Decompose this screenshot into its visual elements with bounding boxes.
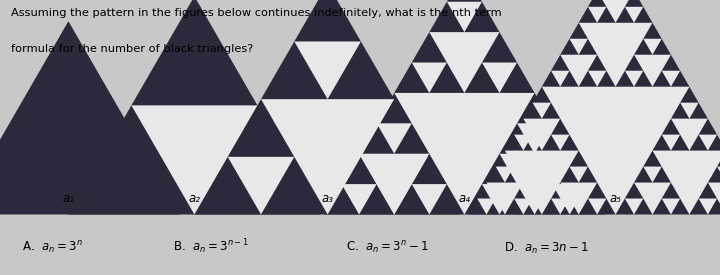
Text: D.  $a_n = 3n - 1$: D. $a_n = 3n - 1$ <box>504 241 589 256</box>
Text: A.  $a_n = 3^n$: A. $a_n = 3^n$ <box>22 240 82 256</box>
Text: B.  $a_n = 3^{n-1}$: B. $a_n = 3^{n-1}$ <box>173 237 248 256</box>
Text: a₂: a₂ <box>189 191 200 205</box>
Text: Assuming the pattern in the figures below continues indefinitely, what is the nt: Assuming the pattern in the figures belo… <box>11 8 501 18</box>
Text: formula for the number of black triangles?: formula for the number of black triangle… <box>11 44 253 54</box>
Text: C.  $a_n = 3^n - 1$: C. $a_n = 3^n - 1$ <box>346 240 428 256</box>
Text: a₁: a₁ <box>63 191 74 205</box>
Text: a₅: a₅ <box>610 191 621 205</box>
Text: a₄: a₄ <box>459 191 470 205</box>
Text: a₃: a₃ <box>322 191 333 205</box>
